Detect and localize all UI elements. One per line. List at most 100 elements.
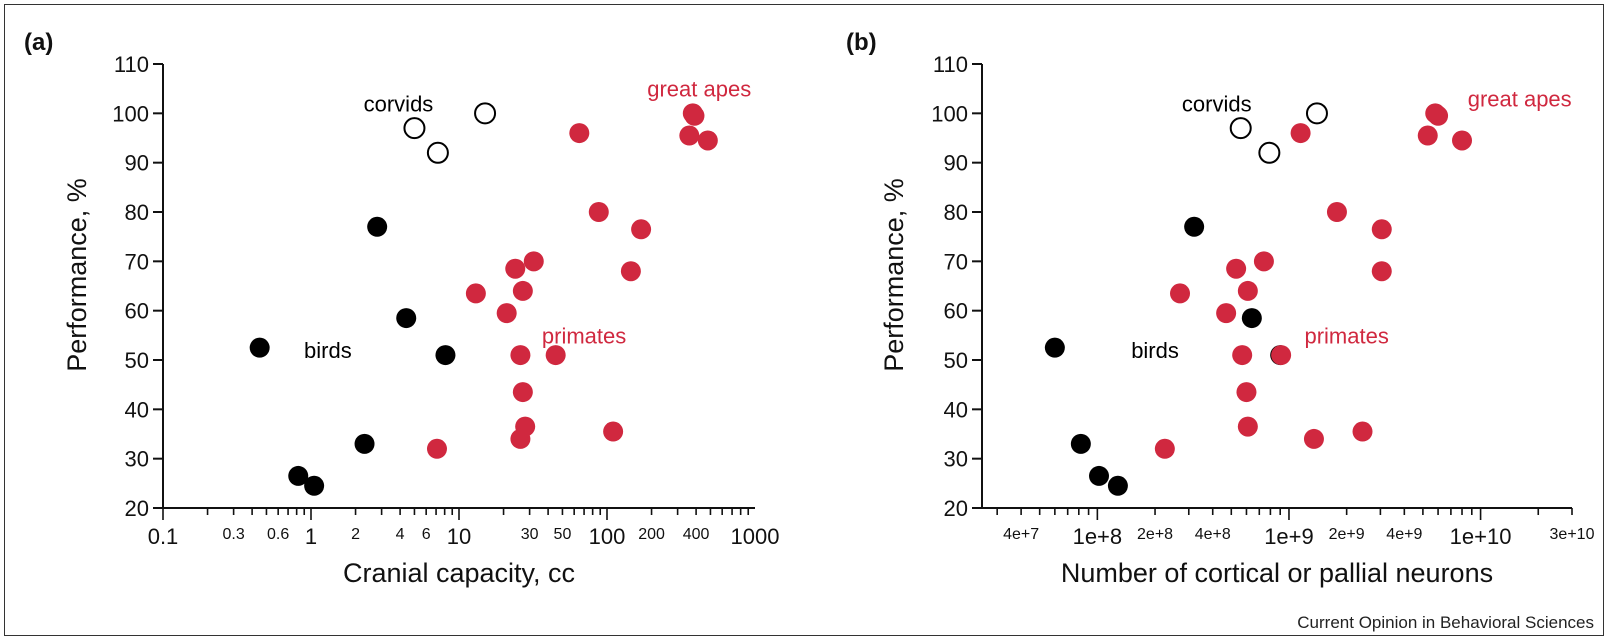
x-tick-label: 6 bbox=[422, 526, 431, 543]
birds-point bbox=[288, 465, 309, 486]
primates-point bbox=[1237, 416, 1258, 437]
panel-a-chart: (a) 20 30 40 50 60 70 80 90 100 110 0.1 0.3 0.6 1 2 4 6 10… bbox=[24, 29, 779, 588]
birds-point bbox=[435, 345, 456, 366]
corvids-point bbox=[403, 117, 426, 140]
birds-point bbox=[354, 433, 375, 454]
x-tick-label: 2e+9 bbox=[1329, 526, 1365, 543]
figure-frame bbox=[4, 4, 1604, 636]
x-tick-label: 200 bbox=[638, 526, 665, 543]
y-tick-label: 60 bbox=[125, 299, 149, 324]
birds-point bbox=[1184, 216, 1205, 237]
primates-point bbox=[588, 202, 609, 222]
birds-point bbox=[1107, 475, 1128, 496]
y-tick-label: 50 bbox=[125, 348, 149, 373]
primates-point bbox=[1290, 123, 1311, 144]
primates-point bbox=[1428, 105, 1449, 126]
x-tick-label: 30 bbox=[521, 526, 539, 543]
group-annotation: birds bbox=[1131, 338, 1179, 363]
birds-point bbox=[1241, 308, 1262, 329]
primates-point bbox=[1236, 382, 1257, 403]
birds-point bbox=[1089, 465, 1110, 486]
primates-point bbox=[1170, 283, 1191, 304]
x-tick-label: 0.3 bbox=[222, 526, 244, 543]
x-tick-label: 0.1 bbox=[148, 524, 179, 549]
group-annotation: birds bbox=[304, 338, 352, 363]
x-axis-title: Cranial capacity, cc bbox=[343, 558, 575, 588]
y-tick-label: 70 bbox=[944, 249, 968, 274]
panel-label: (b) bbox=[846, 29, 877, 56]
primates-point bbox=[510, 428, 531, 449]
primates-point bbox=[631, 219, 652, 240]
x-tick-label: 4 bbox=[396, 526, 405, 543]
x-tick-label: 1e+8 bbox=[1073, 524, 1123, 549]
y-tick-label: 50 bbox=[944, 348, 968, 373]
x-tick-label: 4e+9 bbox=[1386, 526, 1422, 543]
primates-point bbox=[1452, 130, 1473, 151]
y-tick-label: 100 bbox=[112, 101, 149, 126]
primates-point bbox=[1303, 428, 1324, 449]
primates-point bbox=[426, 438, 447, 459]
primates-point bbox=[510, 345, 531, 366]
y-tick-label: 80 bbox=[125, 200, 149, 225]
primates-point bbox=[1216, 303, 1237, 324]
y-tick-label: 30 bbox=[944, 447, 968, 472]
birds-point bbox=[1044, 337, 1065, 358]
primates-point bbox=[1371, 219, 1392, 240]
birds-point bbox=[1070, 433, 1091, 454]
primates-point bbox=[1253, 251, 1274, 272]
primates-point bbox=[512, 382, 533, 403]
group-annotation: corvids bbox=[1182, 91, 1252, 116]
x-tick-label: 100 bbox=[589, 524, 626, 549]
primates-point bbox=[505, 258, 526, 279]
birds-point bbox=[367, 216, 388, 237]
birds-point bbox=[304, 475, 325, 496]
x-tick-label: 1e+9 bbox=[1264, 524, 1314, 549]
corvids-point bbox=[1258, 141, 1281, 164]
primates-point bbox=[684, 105, 705, 126]
y-tick-label: 20 bbox=[125, 496, 149, 521]
primates-point bbox=[512, 280, 533, 301]
primates-point bbox=[1154, 438, 1175, 459]
primates-point bbox=[1232, 345, 1253, 366]
x-tick-label: 10 bbox=[447, 524, 471, 549]
y-tick-label: 100 bbox=[931, 101, 968, 126]
primates-point bbox=[523, 251, 544, 272]
primates-point bbox=[1417, 125, 1438, 146]
x-tick-label: 400 bbox=[683, 526, 710, 543]
birds-point bbox=[249, 337, 270, 358]
primates-point bbox=[1371, 261, 1392, 282]
corvids-point bbox=[1229, 117, 1252, 140]
y-tick-label: 40 bbox=[125, 397, 149, 422]
panel-label: (a) bbox=[24, 29, 53, 56]
y-tick-label: 20 bbox=[944, 496, 968, 521]
y-tick-label: 90 bbox=[125, 151, 149, 176]
x-tick-label: 0.6 bbox=[267, 526, 289, 543]
x-tick-label: 1 bbox=[305, 524, 317, 549]
primates-point bbox=[603, 421, 624, 442]
y-tick-label: 80 bbox=[944, 200, 968, 225]
y-tick-label: 110 bbox=[933, 52, 968, 77]
corvids-point bbox=[1305, 102, 1328, 125]
primates-point bbox=[620, 261, 641, 282]
primates-point bbox=[1237, 280, 1258, 301]
y-axis-title: Performance, % bbox=[62, 178, 92, 372]
y-axis-title: Performance, % bbox=[879, 178, 909, 372]
group-annotation: primates bbox=[542, 323, 626, 348]
x-tick-label: 4e+8 bbox=[1195, 526, 1231, 543]
y-tick-label: 90 bbox=[944, 151, 968, 176]
birds-point bbox=[396, 308, 417, 329]
group-annotation: great apes bbox=[1468, 87, 1572, 112]
x-tick-label: 50 bbox=[554, 526, 572, 543]
panel-b-chart: (b) 20 30 40 50 60 70 80 90 100 110 4e+7 1e+8 2e+8 4e+… bbox=[846, 29, 1595, 588]
primates-point bbox=[1271, 345, 1292, 366]
x-tick-label: 1000 bbox=[731, 524, 780, 549]
primates-point bbox=[545, 345, 566, 366]
primates-point bbox=[465, 283, 486, 304]
y-tick-label: 30 bbox=[125, 447, 149, 472]
primates-point bbox=[1326, 202, 1347, 222]
x-axis-title: Number of cortical or pallial neurons bbox=[1061, 558, 1493, 588]
primates-point bbox=[697, 130, 718, 151]
x-tick-label: 2e+8 bbox=[1137, 526, 1173, 543]
primates-point bbox=[1226, 258, 1247, 279]
